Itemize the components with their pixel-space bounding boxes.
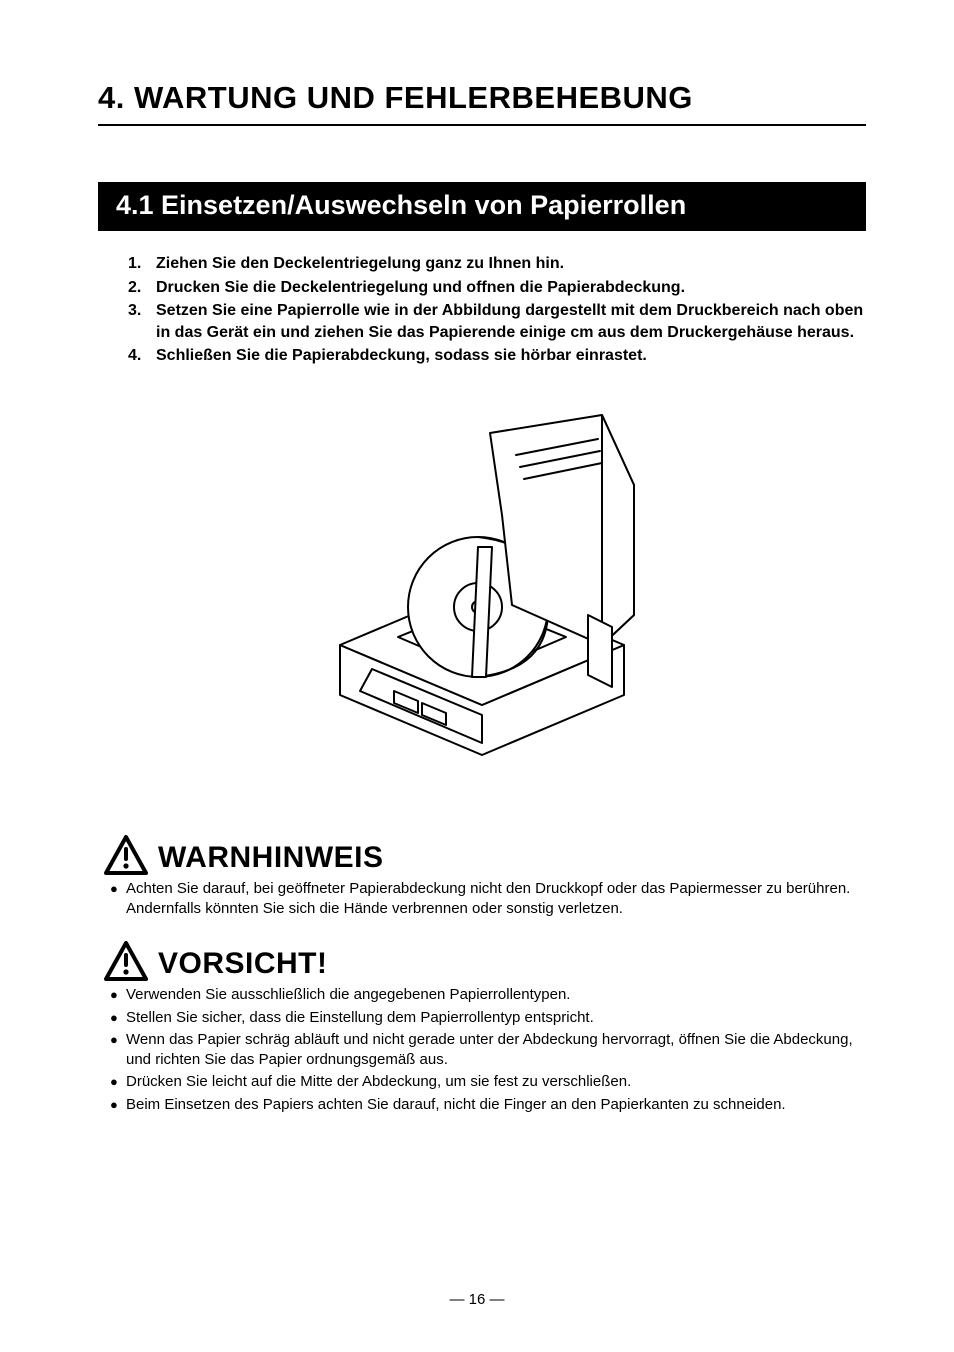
caution-title: VORSICHT! <box>158 947 328 981</box>
numbered-steps: 1. Ziehen Sie den Deckelentriegelung gan… <box>128 253 866 367</box>
chapter-heading-rule: 4. WARTUNG UND FEHLERBEHEBUNG <box>98 80 866 126</box>
step-text: Ziehen Sie den Deckelentriegelung ganz z… <box>156 253 866 275</box>
step-item: 4. Schließen Sie die Papierabdeckung, so… <box>128 345 866 367</box>
step-number: 4. <box>128 345 156 367</box>
step-item: 2. Drucken Sie die Deckelentriegelung un… <box>128 277 866 299</box>
step-number: 2. <box>128 277 156 299</box>
caution-heading: VORSICHT! <box>104 941 866 981</box>
warning-bullets: ● Achten Sie darauf, bei geöffneter Papi… <box>110 879 866 920</box>
bullet-item: ● Achten Sie darauf, bei geöffneter Papi… <box>110 879 866 920</box>
step-number: 3. <box>128 300 156 343</box>
bullet-text: Achten Sie darauf, bei geöffneter Papier… <box>126 879 866 920</box>
page: 4. WARTUNG UND FEHLERBEHEBUNG 4.1 Einset… <box>0 0 954 1177</box>
bullet-dot-icon: ● <box>110 1072 126 1092</box>
bullet-item: ● Stellen Sie sicher, dass die Einstellu… <box>110 1008 866 1028</box>
bullet-text: Drücken Sie leicht auf die Mitte der Abd… <box>126 1072 866 1092</box>
printer-figure <box>98 395 866 765</box>
section-heading: 4.1 Einsetzen/Auswechseln von Papierroll… <box>116 190 850 221</box>
step-number: 1. <box>128 253 156 275</box>
bullet-dot-icon: ● <box>110 1095 126 1115</box>
bullet-item: ● Wenn das Papier schräg abläuft und nic… <box>110 1030 866 1071</box>
bullet-item: ● Verwenden Sie ausschließlich die angeg… <box>110 985 866 1005</box>
step-text: Setzen Sie eine Papierrolle wie in der A… <box>156 300 866 343</box>
warning-triangle-icon <box>104 941 148 981</box>
printer-illustration-icon <box>302 395 662 765</box>
warning-triangle-icon <box>104 835 148 875</box>
step-item: 3. Setzen Sie eine Papierrolle wie in de… <box>128 300 866 343</box>
warning-heading: WARNHINWEIS <box>104 835 866 875</box>
caution-bullets: ● Verwenden Sie ausschließlich die angeg… <box>110 985 866 1115</box>
step-item: 1. Ziehen Sie den Deckelentriegelung gan… <box>128 253 866 275</box>
bullet-dot-icon: ● <box>110 1008 126 1028</box>
bullet-item: ● Drücken Sie leicht auf die Mitte der A… <box>110 1072 866 1092</box>
bullet-dot-icon: ● <box>110 1030 126 1071</box>
chapter-heading: 4. WARTUNG UND FEHLERBEHEBUNG <box>98 80 866 116</box>
step-text: Drucken Sie die Deckelentriegelung und o… <box>156 277 866 299</box>
bullet-text: Beim Einsetzen des Papiers achten Sie da… <box>126 1095 866 1115</box>
bullet-item: ● Beim Einsetzen des Papiers achten Sie … <box>110 1095 866 1115</box>
step-text: Schließen Sie die Papierabdeckung, sodas… <box>156 345 866 367</box>
bullet-text: Verwenden Sie ausschließlich die angegeb… <box>126 985 866 1005</box>
warning-block: WARNHINWEIS ● Achten Sie darauf, bei geö… <box>104 835 866 920</box>
bullet-dot-icon: ● <box>110 985 126 1005</box>
bullet-text: Stellen Sie sicher, dass die Einstellung… <box>126 1008 866 1028</box>
caution-block: VORSICHT! ● Verwenden Sie ausschließlich… <box>104 941 866 1115</box>
bullet-dot-icon: ● <box>110 879 126 920</box>
bullet-text: Wenn das Papier schräg abläuft und nicht… <box>126 1030 866 1071</box>
page-number: — 16 — <box>0 1291 954 1308</box>
section-heading-bar: 4.1 Einsetzen/Auswechseln von Papierroll… <box>98 182 866 231</box>
warning-title: WARNHINWEIS <box>158 841 384 875</box>
